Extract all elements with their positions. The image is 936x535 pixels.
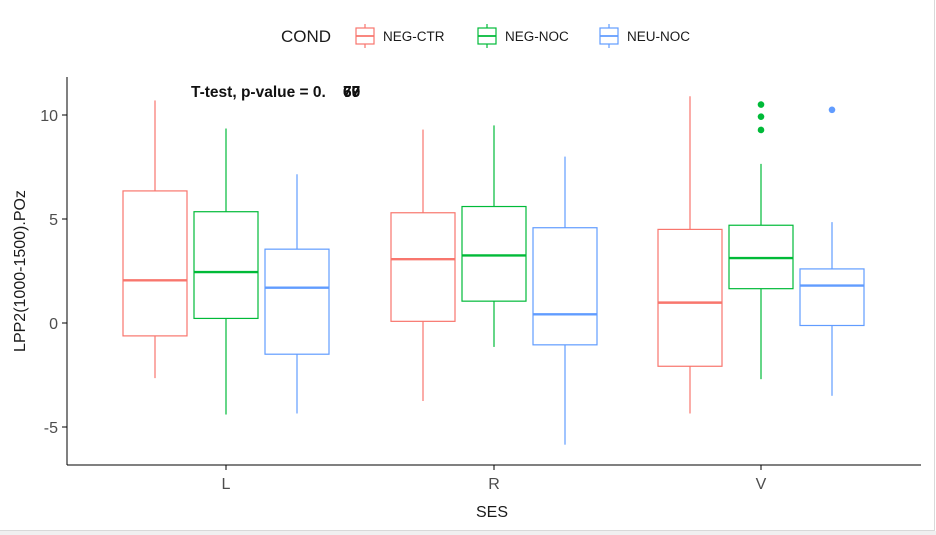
y-tick-label: 5	[49, 212, 58, 229]
y-axis-title: LPP2(1000-1500).POz	[12, 190, 29, 352]
x-axis: L R V SES	[67, 464, 921, 521]
box-neu-noc-v	[799, 106, 865, 396]
box-neg-noc-r	[461, 125, 527, 347]
box-neg-noc-v	[728, 101, 794, 380]
legend-item-neu-noc: NEU-NOC	[599, 24, 690, 48]
bottom-strip	[0, 531, 936, 535]
legend-item-neg-ctr: NEG-CTR	[355, 24, 445, 48]
x-axis-title: SES	[476, 504, 508, 521]
legend-label: NEG-NOC	[505, 29, 569, 44]
box-neg-ctr-l	[122, 100, 188, 379]
outlier-point	[828, 106, 836, 114]
iqr-box	[532, 227, 598, 346]
box-neu-noc-r	[532, 156, 598, 445]
x-tick-label-R: R	[488, 476, 500, 493]
iqr-box	[264, 248, 330, 355]
outlier-point	[757, 126, 765, 134]
x-tick-label-L: L	[222, 476, 231, 493]
ttest-pvalue-digits: 77	[343, 84, 360, 101]
iqr-box	[799, 268, 865, 327]
iqr-box	[461, 205, 527, 302]
plot-area	[122, 96, 865, 445]
iqr-box	[657, 228, 723, 367]
ttest-pvalue-digits: 60	[343, 84, 360, 101]
legend-title: COND	[281, 27, 331, 46]
ttest-pvalue-digits: 69	[343, 84, 361, 101]
box-neg-ctr-r	[390, 129, 456, 401]
y-tick-label: -5	[44, 420, 58, 437]
outlier-point	[757, 101, 765, 108]
box-neg-noc-l	[193, 128, 259, 415]
outlier-point	[757, 113, 765, 120]
legend-label: NEU-NOC	[627, 29, 690, 44]
iqr-box	[122, 190, 188, 337]
legend-item-neg-noc: NEG-NOC	[477, 24, 569, 48]
box-neu-noc-l	[264, 174, 330, 414]
legend: COND NEG-CTR NEG-NOC NEU-NOC	[281, 24, 690, 48]
iqr-box	[390, 212, 456, 322]
y-tick-label: 10	[40, 108, 58, 125]
y-axis: -5 0 5 10 LPP2(1000-1500).POz	[12, 77, 68, 465]
iqr-box	[193, 211, 259, 320]
ttest-label: T-test, p-value = 0.	[191, 84, 326, 101]
legend-label: NEG-CTR	[383, 29, 445, 44]
x-tick-label-V: V	[756, 476, 767, 493]
y-tick-label: 0	[49, 316, 58, 333]
box-neg-ctr-v	[657, 96, 723, 414]
